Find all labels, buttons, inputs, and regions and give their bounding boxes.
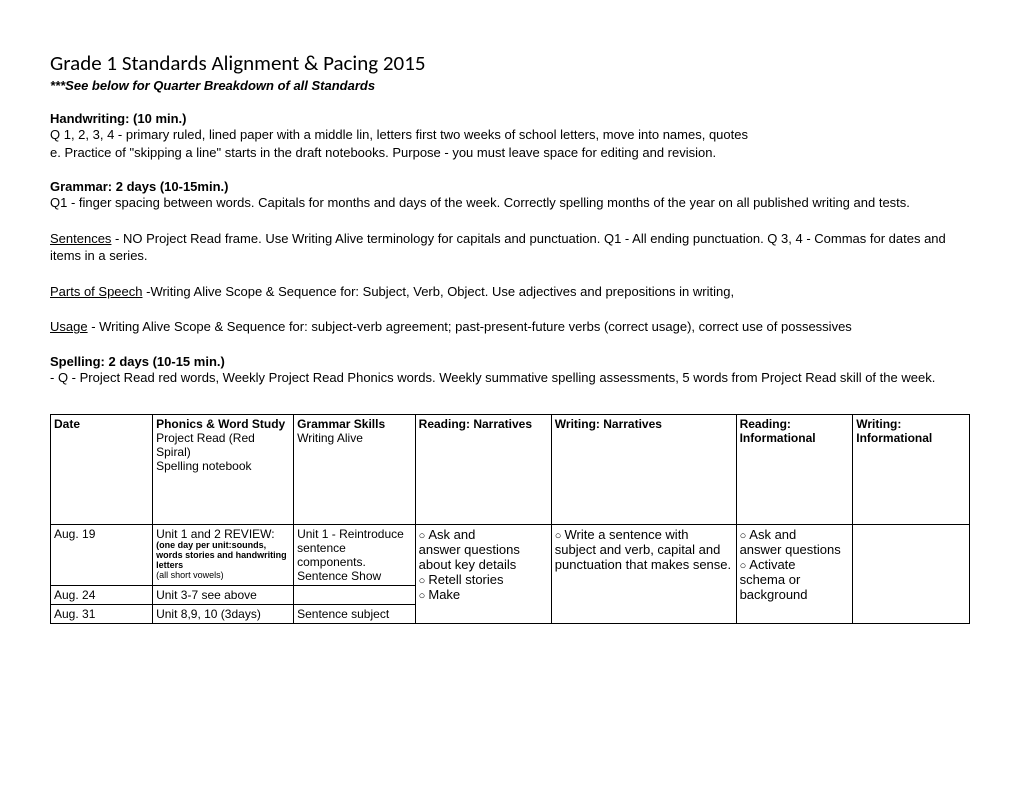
sentences-label: Sentences (50, 231, 111, 246)
handwriting-section: Handwriting: (10 min.) Q 1, 2, 3, 4 - pr… (50, 111, 970, 161)
spelling-header: Spelling: 2 days (10-15 min.) (50, 354, 970, 369)
cell-phonics-r1: Unit 1 and 2 REVIEW: (one day per unit:s… (153, 525, 294, 586)
cell-grammar-r2 (294, 586, 416, 605)
parts-section: Parts of Speech -Writing Alive Scope & S… (50, 283, 970, 301)
header-grammar: Grammar Skills Writing Alive (294, 415, 416, 525)
usage-label: Usage (50, 319, 88, 334)
page-subtitle: ***See below for Quarter Breakdown of al… (50, 78, 970, 93)
grammar-section: Grammar: 2 days (10-15min.) Q1 - finger … (50, 179, 970, 212)
cell-writing-inf-span (853, 525, 970, 624)
table-row: Aug. 19 Unit 1 and 2 REVIEW: (one day pe… (51, 525, 970, 586)
cell-date-r1: Aug. 19 (51, 525, 153, 586)
sentences-text: - NO Project Read frame. Use Writing Ali… (50, 231, 946, 264)
cell-phonics-r3: Unit 8,9, 10 (3days) (153, 605, 294, 624)
cell-grammar-r3: Sentence subject (294, 605, 416, 624)
header-phonics: Phonics & Word Study Project Read (Red S… (153, 415, 294, 525)
cell-date-r3: Aug. 31 (51, 605, 153, 624)
cell-grammar-r1: Unit 1 - Reintroduce sentence components… (294, 525, 416, 586)
cell-reading-inf-span: Ask and answer questions Activate schema… (736, 525, 853, 624)
page-title: Grade 1 Standards Alignment & Pacing 201… (50, 50, 970, 76)
cell-writing-nar-span: Write a sentence with subject and verb, … (551, 525, 736, 624)
header-reading-narratives: Reading: Narratives (415, 415, 551, 525)
header-writing-narratives: Writing: Narratives (551, 415, 736, 525)
spelling-section: Spelling: 2 days (10-15 min.) - Q - Proj… (50, 354, 970, 387)
header-writing-informational: Writing: Informational (853, 415, 970, 525)
sentences-section: Sentences - NO Project Read frame. Use W… (50, 230, 970, 265)
parts-text: -Writing Alive Scope & Sequence for: Sub… (143, 284, 735, 299)
usage-text: - Writing Alive Scope & Sequence for: su… (88, 319, 852, 334)
cell-reading-nar-span: Ask and answer questions about key detai… (415, 525, 551, 624)
table-header-row: Date Phonics & Word Study Project Read (… (51, 415, 970, 525)
header-date: Date (51, 415, 153, 525)
cell-date-r2: Aug. 24 (51, 586, 153, 605)
grammar-header: Grammar: 2 days (10-15min.) (50, 179, 970, 194)
handwriting-line1: Q 1, 2, 3, 4 - primary ruled, lined pape… (50, 126, 970, 144)
grammar-line1: Q1 - finger spacing between words. Capit… (50, 194, 970, 212)
spelling-line1: - Q - Project Read red words, Weekly Pro… (50, 369, 970, 387)
parts-label: Parts of Speech (50, 284, 143, 299)
pacing-table: Date Phonics & Word Study Project Read (… (50, 414, 970, 624)
handwriting-header: Handwriting: (10 min.) (50, 111, 970, 126)
header-reading-informational: Reading: Informational (736, 415, 853, 525)
handwriting-line2: e. Practice of "skipping a line" starts … (50, 144, 970, 162)
usage-section: Usage - Writing Alive Scope & Sequence f… (50, 318, 970, 336)
cell-phonics-r2: Unit 3-7 see above (153, 586, 294, 605)
